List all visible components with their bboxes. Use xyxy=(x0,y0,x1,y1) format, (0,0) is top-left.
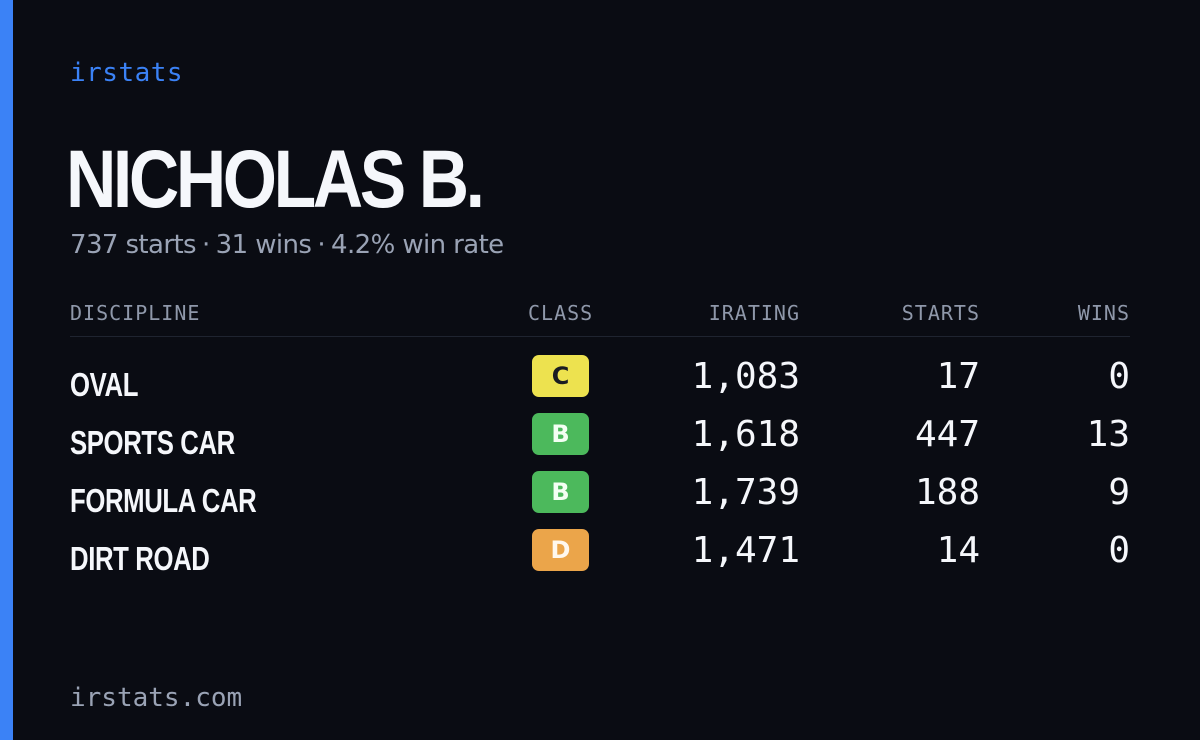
class-badge: B xyxy=(532,413,589,455)
footer-domain: irstats.com xyxy=(70,683,243,713)
player-name: NICHOLAS B. xyxy=(66,134,485,225)
irating-value: 1,471 xyxy=(691,530,800,571)
starts-value: 14 xyxy=(936,530,980,571)
wins-value: 0 xyxy=(1108,356,1130,397)
discipline-name: OVAL xyxy=(70,366,139,403)
win-rate-summary: 4.2% win rate xyxy=(331,230,504,260)
table-row: SPORTS CAR B 1,618 447 13 xyxy=(70,411,1130,469)
table-body: OVAL C 1,083 17 0 SPORTS CAR B 1,618 447… xyxy=(70,353,1130,585)
starts-value: 17 xyxy=(936,356,980,397)
header-class: CLASS xyxy=(528,301,594,325)
accent-bar xyxy=(0,0,13,740)
class-badge: B xyxy=(532,471,589,513)
table-row: DIRT ROAD D 1,471 14 0 xyxy=(70,527,1130,585)
separator: · xyxy=(317,230,326,260)
stats-table: DISCIPLINE CLASS IRATING STARTS WINS OVA… xyxy=(70,296,1130,585)
header-irating: IRATING xyxy=(708,301,800,325)
wins-value: 13 xyxy=(1086,414,1130,455)
irating-value: 1,739 xyxy=(691,472,800,513)
header-discipline: DISCIPLINE xyxy=(70,301,201,325)
discipline-name: SPORTS CAR xyxy=(70,424,235,461)
table-row: FORMULA CAR B 1,739 188 9 xyxy=(70,469,1130,527)
class-badge: C xyxy=(532,355,589,397)
starts-summary: 737 starts xyxy=(70,230,197,260)
separator: · xyxy=(202,230,210,260)
table-header: DISCIPLINE CLASS IRATING STARTS WINS xyxy=(70,296,1130,337)
header-starts: STARTS xyxy=(901,301,980,325)
irating-value: 1,083 xyxy=(691,356,800,397)
brand-logo: irstats xyxy=(70,58,184,88)
discipline-name: FORMULA CAR xyxy=(70,482,257,519)
wins-value: 0 xyxy=(1108,530,1130,571)
wins-value: 9 xyxy=(1108,472,1130,513)
player-summary: 737 starts · 31 wins · 4.2% win rate xyxy=(70,228,504,262)
wins-summary: 31 wins xyxy=(215,230,312,260)
header-wins: WINS xyxy=(1077,301,1130,325)
table-row: OVAL C 1,083 17 0 xyxy=(70,353,1130,411)
class-badge: D xyxy=(532,529,589,571)
starts-value: 447 xyxy=(914,414,980,455)
starts-value: 188 xyxy=(914,472,980,513)
irating-value: 1,618 xyxy=(691,414,800,455)
discipline-name: DIRT ROAD xyxy=(70,540,210,577)
